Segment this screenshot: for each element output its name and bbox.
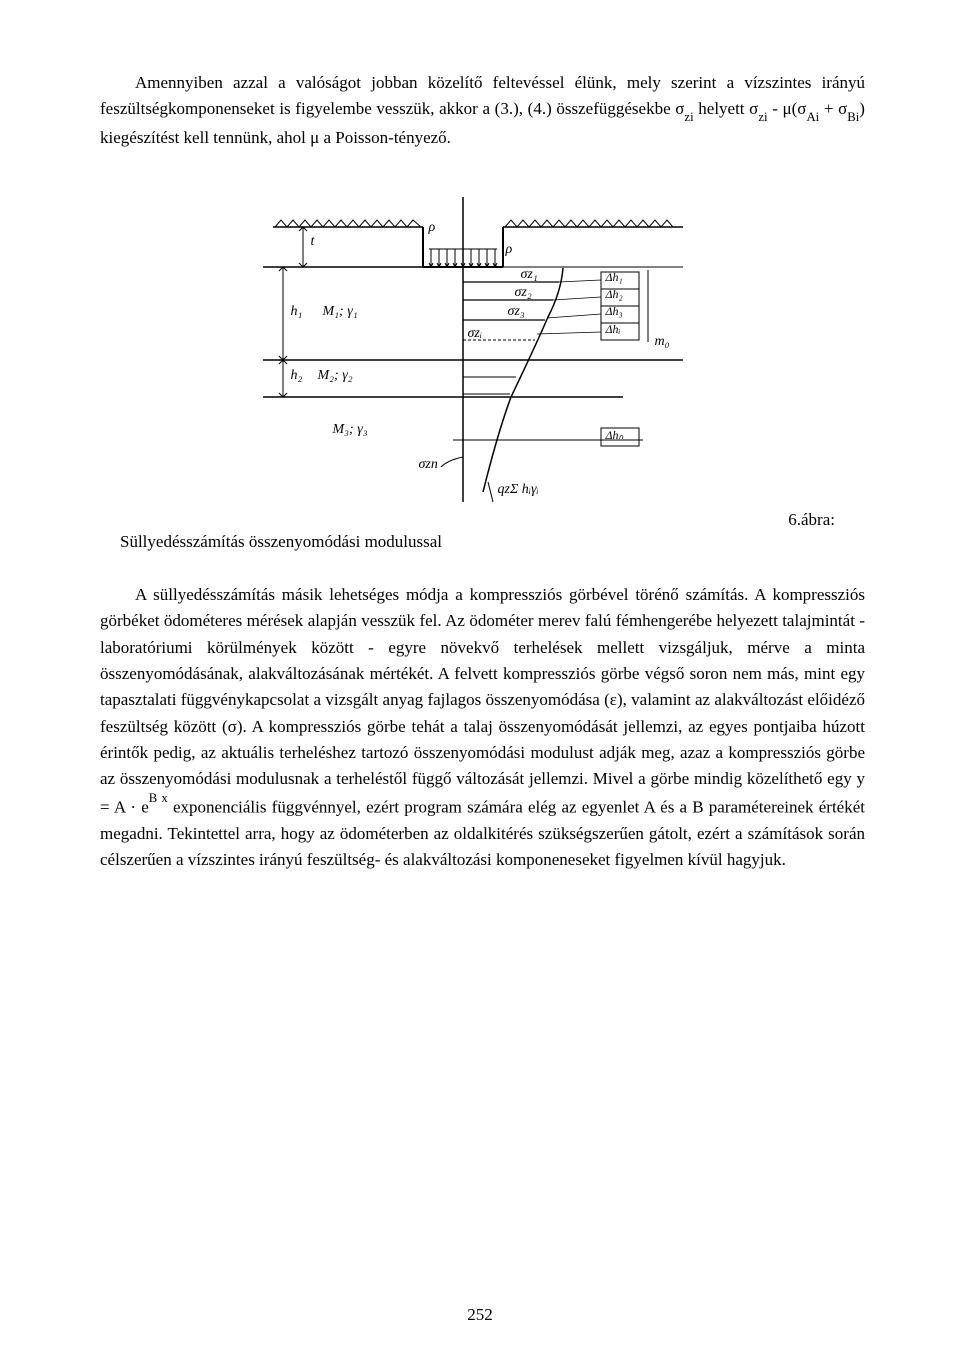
p1-t3-sub: Ai (806, 110, 819, 124)
label-t: t (311, 234, 315, 250)
label-dhi: Δhᵢ (606, 322, 621, 337)
top-paragraph: Amennyiben azzal a valóságot jobban köze… (100, 70, 865, 152)
label-M2: M₂; γ₂ (318, 368, 353, 384)
label-dh1: Δh₁ (606, 270, 623, 285)
label-rho1: ρ (429, 220, 436, 236)
label-dh2: Δh₂ (606, 287, 623, 302)
pm-t1-sup: B x (149, 791, 168, 805)
label-dh3: Δh₃ (606, 304, 623, 319)
pm-t2: exponenciális függvénnyel, ezért program… (100, 797, 865, 869)
label-szi: σzᵢ (468, 326, 483, 342)
p1-t2-sub: zi (758, 110, 767, 124)
pm-t1: A süllyedésszámítás másik lehetséges mód… (100, 585, 865, 816)
label-sz3: σz₃ (508, 304, 525, 320)
label-M3: M₃; γ₃ (333, 422, 368, 438)
label-h1: h₁ (291, 304, 303, 320)
p1-t3: - μ(σ (768, 99, 807, 118)
p1-t4: + σ (819, 99, 847, 118)
p1-t4-sub: Bi (847, 110, 859, 124)
label-rho2: ρ (506, 242, 513, 258)
settlement-diagram: t ρ ρ h₁ h₂ M₁; γ₁ M₂; γ₂ M₃; γ₃ σz₁ σz₂… (243, 182, 723, 522)
label-sz1: σz₁ (521, 267, 538, 283)
label-h2: h₂ (291, 368, 303, 384)
figure-caption: Süllyedésszámítás összenyomódási modulus… (120, 532, 865, 552)
p1-t2: helyett σ (694, 99, 759, 118)
figure-number: 6.ábra: (788, 510, 835, 530)
label-m0: m₀ (655, 334, 670, 350)
diagram-caption-row: 6.ábra: Süllyedésszámítás összenyomódási… (100, 532, 865, 552)
page-number: 252 (467, 1305, 493, 1325)
label-szn: σzn (419, 457, 438, 473)
label-dhn: Δhₙ (606, 428, 624, 443)
label-sz2: σz₂ (515, 285, 532, 301)
p1-t1-sub: zi (684, 110, 693, 124)
label-M1: M₁; γ₁ (323, 304, 358, 320)
main-paragraph: A süllyedésszámítás másik lehetséges mód… (100, 582, 865, 873)
diagram-svg (243, 182, 723, 522)
label-qz: qzΣ hᵢγᵢ (498, 482, 539, 498)
